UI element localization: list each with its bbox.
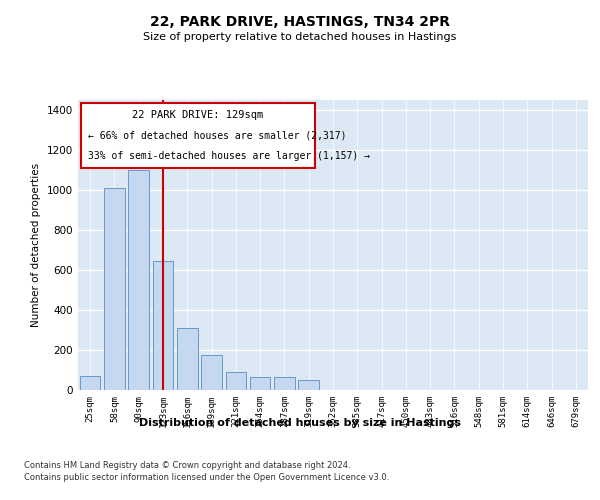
Text: Distribution of detached houses by size in Hastings: Distribution of detached houses by size … bbox=[139, 418, 461, 428]
Text: Contains public sector information licensed under the Open Government Licence v3: Contains public sector information licen… bbox=[24, 473, 389, 482]
Text: Size of property relative to detached houses in Hastings: Size of property relative to detached ho… bbox=[143, 32, 457, 42]
Bar bbox=[226, 372, 246, 390]
Bar bbox=[80, 376, 100, 390]
Bar bbox=[177, 328, 197, 390]
Bar bbox=[152, 261, 173, 390]
Bar bbox=[274, 377, 295, 390]
Bar bbox=[298, 380, 319, 390]
Text: 22, PARK DRIVE, HASTINGS, TN34 2PR: 22, PARK DRIVE, HASTINGS, TN34 2PR bbox=[150, 16, 450, 30]
Text: 22 PARK DRIVE: 129sqm: 22 PARK DRIVE: 129sqm bbox=[132, 110, 263, 120]
Text: Contains HM Land Registry data © Crown copyright and database right 2024.: Contains HM Land Registry data © Crown c… bbox=[24, 460, 350, 469]
Y-axis label: Number of detached properties: Number of detached properties bbox=[31, 163, 41, 327]
Bar bbox=[201, 355, 222, 390]
Text: 33% of semi-detached houses are larger (1,157) →: 33% of semi-detached houses are larger (… bbox=[88, 151, 370, 161]
Bar bbox=[250, 377, 271, 390]
Bar bbox=[104, 188, 125, 390]
FancyBboxPatch shape bbox=[80, 103, 315, 168]
Bar bbox=[128, 170, 149, 390]
Text: ← 66% of detached houses are smaller (2,317): ← 66% of detached houses are smaller (2,… bbox=[88, 130, 347, 140]
